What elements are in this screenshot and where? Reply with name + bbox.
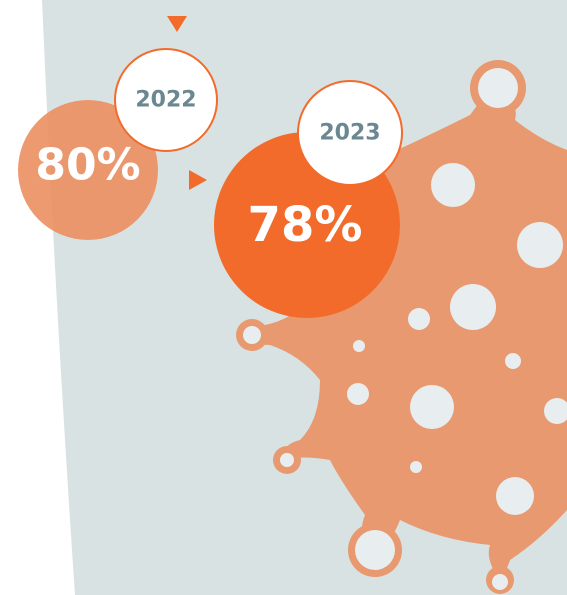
arrow-down [167, 16, 187, 32]
year-bubble [297, 80, 403, 186]
arrow-right [189, 170, 207, 190]
virus-holes [243, 68, 567, 590]
value-text: 80% [35, 140, 140, 191]
value-bubble [18, 100, 158, 240]
value-text: 78% [248, 197, 363, 253]
year-bubble [114, 48, 218, 152]
year-text: 2023 [319, 121, 380, 146]
year-text: 2022 [135, 88, 196, 113]
